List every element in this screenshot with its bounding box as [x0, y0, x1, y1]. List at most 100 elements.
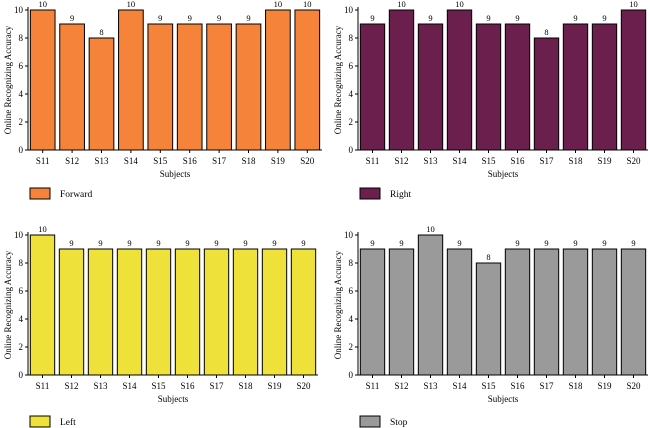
x-tick-label: S17 [209, 381, 224, 391]
x-tick-label: S14 [452, 156, 467, 166]
x-tick-label: S20 [296, 381, 311, 391]
x-tick-label: S11 [36, 381, 50, 391]
legend-swatch [359, 187, 381, 200]
y-tick-label: 0 [349, 370, 354, 380]
x-tick-label: S12 [394, 156, 408, 166]
y-tick-label: 8 [19, 258, 24, 268]
y-axis-label: Online Recognizing Accuracy [333, 25, 343, 134]
x-tick-label: S16 [183, 156, 198, 166]
data-label: 10 [426, 224, 435, 234]
data-label: 9 [544, 238, 548, 248]
bar-s15 [147, 23, 174, 151]
x-tick-label: S16 [510, 156, 525, 166]
data-label: 10 [397, 0, 406, 9]
x-tick-label: S11 [366, 381, 380, 391]
data-label: 9 [515, 238, 519, 248]
y-tick-label: 4 [349, 314, 354, 324]
data-label: 9 [602, 238, 606, 248]
bar-s14 [116, 248, 143, 376]
x-axis-label: Subjects [158, 394, 189, 404]
legend-label: Left [60, 417, 76, 428]
data-label: 9 [301, 238, 305, 248]
x-tick-label: S17 [539, 381, 554, 391]
data-label: 8 [99, 27, 103, 37]
x-tick-label: S20 [626, 381, 641, 391]
y-tick-label: 10 [344, 5, 354, 15]
data-label: 9 [185, 238, 189, 248]
x-tick-label: S11 [366, 156, 380, 166]
x-tick-label: S18 [568, 381, 583, 391]
bar-s14 [446, 9, 473, 151]
x-tick-label: S12 [394, 381, 408, 391]
y-tick-label: 2 [349, 342, 354, 352]
y-tick-label: 6 [19, 61, 24, 71]
x-tick-label: S19 [597, 381, 612, 391]
bar-s12 [388, 9, 415, 151]
data-label: 9 [573, 13, 577, 23]
data-label: 9 [602, 13, 606, 23]
bar-s16 [504, 248, 531, 376]
legend-label: Forward [60, 190, 92, 200]
bar-s20 [620, 248, 647, 376]
bar-s16 [504, 23, 531, 151]
x-tick-label: S17 [212, 156, 227, 166]
x-tick-label: S19 [597, 156, 612, 166]
bar-s18 [235, 23, 262, 151]
x-tick-label: S18 [241, 156, 256, 166]
x-tick-label: S13 [93, 381, 108, 391]
x-tick-label: S14 [452, 381, 467, 391]
bar-s13 [417, 234, 444, 376]
data-label: 9 [214, 238, 218, 248]
bar-s17 [533, 37, 560, 151]
x-tick-label: S12 [65, 156, 79, 166]
data-label: 9 [399, 238, 403, 248]
x-tick-label: S15 [153, 156, 168, 166]
bar-s13 [88, 37, 115, 151]
data-label: 8 [544, 27, 548, 37]
data-label: 10 [38, 0, 47, 9]
bar-s19 [261, 248, 288, 376]
y-tick-label: 4 [19, 314, 24, 324]
legend-swatch [359, 415, 381, 428]
y-tick-label: 8 [349, 258, 354, 268]
x-tick-label: S13 [423, 156, 438, 166]
data-label: 10 [274, 0, 283, 9]
bar-s13 [417, 23, 444, 151]
y-axis-label: Online Recognizing Accuracy [3, 250, 13, 359]
data-label: 9 [428, 13, 432, 23]
x-tick-label: S15 [481, 381, 496, 391]
y-tick-label: 8 [19, 33, 24, 43]
x-tick-label: S13 [423, 381, 438, 391]
y-tick-label: 8 [349, 33, 354, 43]
bar-s19 [591, 248, 618, 376]
y-tick-label: 0 [349, 145, 354, 155]
bar-s18 [562, 23, 589, 151]
y-tick-label: 10 [14, 230, 24, 240]
y-tick-label: 6 [349, 286, 354, 296]
bar-s17 [533, 248, 560, 376]
data-label: 9 [156, 238, 160, 248]
data-label: 9 [486, 13, 490, 23]
x-tick-label: S14 [124, 156, 139, 166]
data-label: 9 [158, 13, 162, 23]
bar-s20 [620, 9, 647, 151]
bar-s11 [29, 234, 56, 376]
y-tick-label: 2 [19, 117, 24, 127]
y-tick-label: 10 [14, 5, 24, 15]
data-label: 9 [457, 238, 461, 248]
data-label: 9 [188, 13, 192, 23]
y-tick-label: 6 [19, 286, 24, 296]
bar-s12 [58, 248, 85, 376]
legend-label: Stop [390, 418, 408, 428]
x-tick-label: S13 [94, 156, 109, 166]
data-label: 10 [455, 0, 464, 9]
data-label: 9 [573, 238, 577, 248]
bar-s15 [145, 248, 172, 376]
data-label: 10 [38, 224, 47, 234]
bar-s13 [87, 248, 114, 376]
bar-s15 [475, 23, 502, 151]
data-label: 9 [217, 13, 221, 23]
data-label: 9 [69, 238, 73, 248]
